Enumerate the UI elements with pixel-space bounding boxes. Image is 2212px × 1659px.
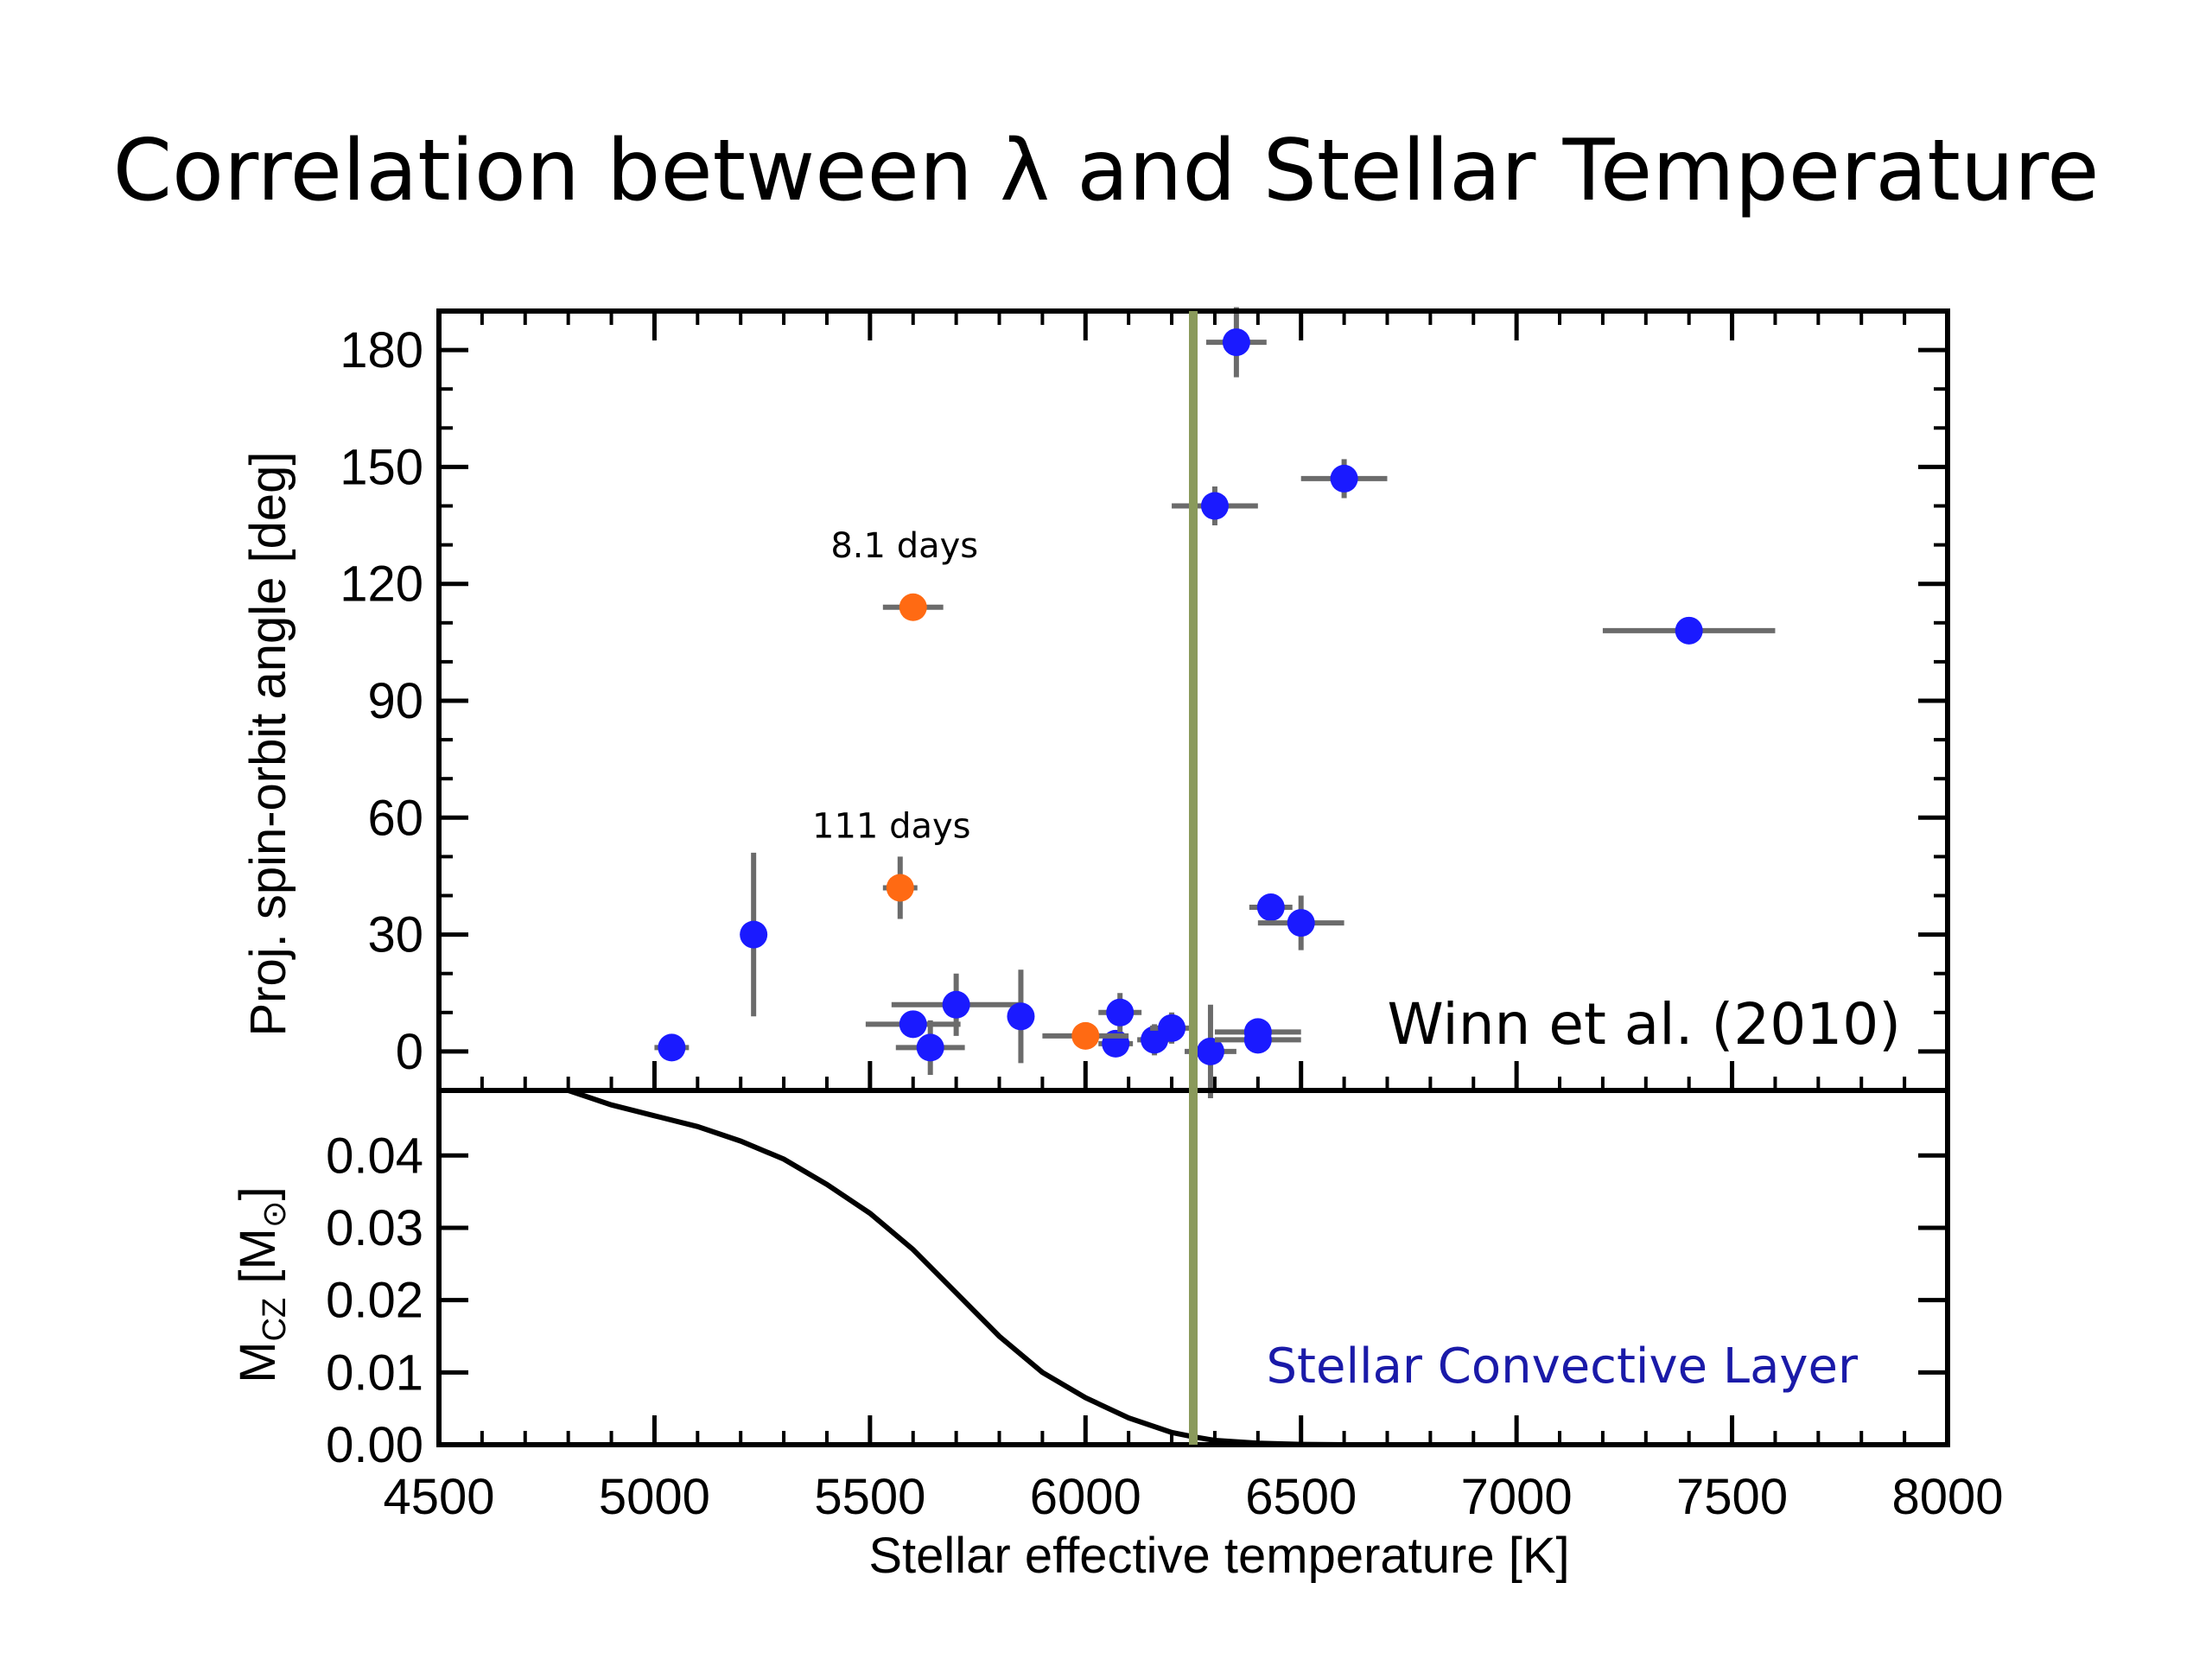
x-tick-label: 5000 [599,1469,710,1525]
convective-layer-annotation: Stellar Convective Layer [1267,1338,1859,1395]
y-axis-label-part: [M [230,1228,286,1283]
x-tick-label: 4500 [383,1469,494,1525]
data-point [1243,1026,1272,1054]
data-point [1071,1021,1100,1050]
data-point [740,920,768,949]
point-label: 111 days [812,806,970,846]
y-tick-label-top: 30 [367,907,423,963]
x-tick-label: 5500 [814,1469,925,1525]
y-tick-label-top: 90 [367,673,423,729]
x-tick-label: 6500 [1245,1469,1357,1525]
bottom-panel: 0.00 0.01 0.02 0.03 0.04 4500 5000 5500 6000 6500… [230,1088,2004,1584]
y-axis-label-part: CZ [257,1298,293,1342]
data-point [942,990,970,1019]
x-tick-label: 7500 [1676,1469,1788,1525]
data-point [1106,998,1135,1027]
y-tick-label-bottom: 0.02 [326,1273,423,1329]
slide-title: Correlation between λ and Stellar Temper… [112,122,2100,220]
citation-annotation: Winn et al. (2010) [1388,991,1901,1058]
point-label: 8.1 days [830,526,978,566]
x-axis-label: Stellar effective temperature [K] [868,1528,1569,1584]
y-axis-label-part [230,1284,286,1298]
data-point [658,1033,686,1062]
y-tick-label-bottom: 0.03 [326,1200,423,1256]
x-tick-label: 7000 [1461,1469,1573,1525]
data-point [1256,893,1285,922]
y-tick-label-top: 120 [340,556,423,613]
data-point [1287,909,1315,938]
data-point [1158,1014,1186,1042]
y-axis-label-part: M [230,1341,286,1382]
data-point [1330,464,1358,493]
y-tick-label-top: 180 [340,322,423,378]
data-point [1007,1002,1035,1031]
y-axis-label-bottom: MCZ [M⊙] [230,1186,293,1383]
data-point [899,1010,927,1039]
data-point [916,1033,944,1062]
x-tick-label: 6000 [1030,1469,1141,1525]
y-axis-label-part: ⊙ [257,1200,293,1228]
y-tick-label-bottom: 0.04 [326,1128,423,1184]
data-point [1222,328,1250,357]
x-tick-label: 8000 [1891,1469,2003,1525]
data-point [886,874,914,902]
y-axis-label-top: Proj. spin-orbit angle [deg] [240,451,296,1036]
y-tick-label-top: 0 [396,1024,423,1080]
data-point [1675,616,1703,645]
y-tick-label-bottom: 0.01 [326,1344,423,1401]
y-axis-label-part: ] [230,1186,286,1200]
y-tick-label-bottom: 0.00 [326,1417,423,1473]
y-tick-label-top: 60 [367,790,423,846]
data-point [1196,1037,1224,1065]
top-panel: 0 30 60 90 120 150 180 Proj. spin-orbit angle [… [240,307,1950,1099]
y-tick-label-top: 150 [340,439,423,495]
data-point [899,593,927,621]
data-point [1200,492,1229,520]
